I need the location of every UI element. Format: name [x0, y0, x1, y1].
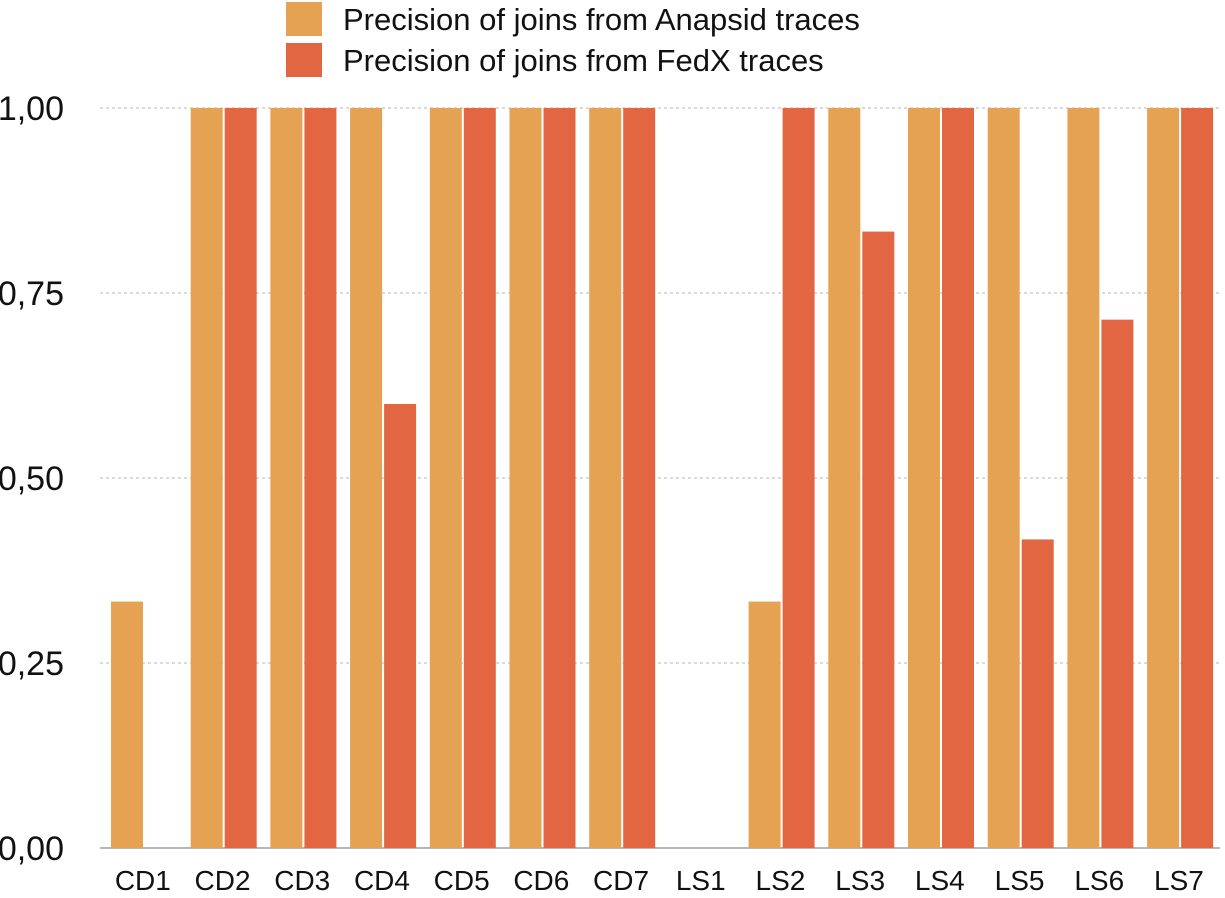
bar-anapsid-cd6 — [509, 108, 542, 848]
legend: Precision of joins from Anapsid traces Pr… — [286, 2, 860, 78]
bar-anapsid-cd7 — [589, 108, 622, 848]
y-tick-label: 0,25 — [0, 645, 64, 683]
bar-anapsid-cd5 — [429, 108, 462, 848]
x-tick-label: LS3 — [835, 865, 885, 893]
x-tick-label: CD5 — [434, 865, 490, 893]
y-tick-label: 0,50 — [0, 460, 64, 498]
bar-fedx-ls5 — [1021, 539, 1054, 848]
bar-fedx-ls4 — [942, 108, 974, 848]
bar-anapsid-cd4 — [350, 108, 383, 848]
x-tick-label: LS7 — [1154, 865, 1204, 893]
bar-anapsid-ls6 — [1067, 108, 1100, 848]
x-tick-label: CD7 — [593, 865, 649, 893]
legend-swatch-anapsid — [286, 2, 322, 36]
legend-swatch-fedx — [286, 43, 322, 77]
bar-anapsid-ls7 — [1147, 108, 1180, 848]
bar-fedx-cd2 — [224, 108, 257, 848]
axis-layer: 0,00 0,25 0,50 0,75 1,00 CD1 CD2 CD3 CD4 CD5 CD6 CD… — [0, 90, 1204, 896]
bar-fedx-ls2 — [782, 108, 815, 848]
x-tick-label: CD1 — [115, 865, 171, 893]
bar-anapsid-cd3 — [270, 108, 303, 848]
bar-anapsid-ls4 — [908, 108, 940, 848]
x-tick-label: LS6 — [1074, 865, 1124, 893]
x-tick-label: LS2 — [756, 865, 806, 893]
bar-fedx-cd3 — [304, 108, 337, 848]
bar-anapsid-ls3 — [828, 108, 861, 848]
legend-label-anapsid: Precision of joins from Anapsid traces — [343, 2, 860, 37]
bar-anapsid-cd1 — [111, 601, 143, 848]
bars-layer — [111, 108, 1214, 848]
y-tick-label: 1,00 — [0, 90, 64, 128]
y-tick-label: 0,75 — [0, 275, 64, 313]
x-tick-label: LS1 — [676, 865, 726, 893]
bar-fedx-cd6 — [543, 108, 576, 848]
legend-label-fedx: Precision of joins from FedX traces — [343, 43, 824, 78]
x-tick-label: CD3 — [274, 865, 330, 893]
x-tick-label: CD4 — [354, 865, 410, 893]
bar-fedx-cd4 — [384, 404, 417, 848]
y-tick-label: 0,00 — [0, 830, 64, 868]
x-tick-label: LS4 — [915, 865, 965, 893]
bar-anapsid-cd2 — [190, 108, 223, 848]
bar-fedx-cd5 — [463, 108, 496, 848]
bar-anapsid-ls2 — [748, 601, 781, 848]
x-tick-label: CD6 — [513, 865, 569, 893]
bar-fedx-ls6 — [1101, 319, 1134, 848]
x-tick-label: LS5 — [995, 865, 1045, 893]
bar-fedx-ls3 — [862, 231, 895, 848]
bar-fedx-cd7 — [623, 108, 656, 848]
bar-fedx-ls7 — [1181, 108, 1214, 848]
bar-anapsid-ls5 — [987, 108, 1020, 848]
x-tick-label: CD2 — [195, 865, 251, 893]
